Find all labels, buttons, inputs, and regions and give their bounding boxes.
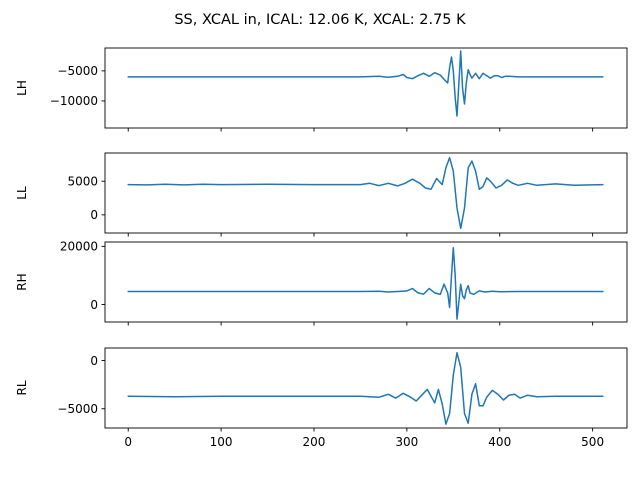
axes-frame: [104, 47, 628, 129]
x-tick-label: 400: [488, 435, 511, 449]
series-line-lh: [127, 50, 604, 117]
y-axis-label: LL: [15, 186, 29, 200]
y-tick-label: 20000: [60, 240, 98, 254]
y-tick-label: −5000: [57, 64, 98, 78]
y-tick-label: −10000: [50, 94, 98, 108]
series-line-ll: [127, 156, 604, 230]
series-line-rh: [127, 247, 604, 320]
x-tick-label: 300: [395, 435, 418, 449]
x-tick-label: 500: [581, 435, 604, 449]
axes-frame: [104, 347, 628, 429]
axes-frame: [104, 241, 628, 323]
y-axis-label: LH: [15, 80, 29, 96]
x-tick-label: 0: [124, 435, 132, 449]
y-tick-label: 0: [90, 354, 98, 368]
y-tick-label: 0: [90, 298, 98, 312]
series-line-rl: [127, 352, 604, 425]
figure-title: SS, XCAL in, ICAL: 12.06 K, XCAL: 2.75 K: [174, 12, 466, 28]
y-tick-label: 0: [90, 208, 98, 222]
y-tick-label: −5000: [57, 402, 98, 416]
axes-frame: [104, 152, 628, 234]
x-tick-label: 100: [210, 435, 233, 449]
y-tick-label: 5000: [67, 175, 98, 189]
subplots: −10000 −5000 LH 0 5000 LL 0 20000 RH −5000 0 0 100 20…: [15, 47, 628, 449]
x-tick-label: 200: [303, 435, 326, 449]
subplot-ll: 0 5000 LL: [15, 152, 628, 237]
subplot-lh: −10000 −5000 LH: [15, 47, 628, 132]
y-axis-label: RH: [15, 273, 29, 290]
y-axis-label: RL: [15, 380, 29, 395]
subplot-rh: 0 20000 RH: [15, 240, 628, 326]
subplot-rl: −5000 0 0 100 200 300 400 500 RL: [15, 347, 628, 449]
